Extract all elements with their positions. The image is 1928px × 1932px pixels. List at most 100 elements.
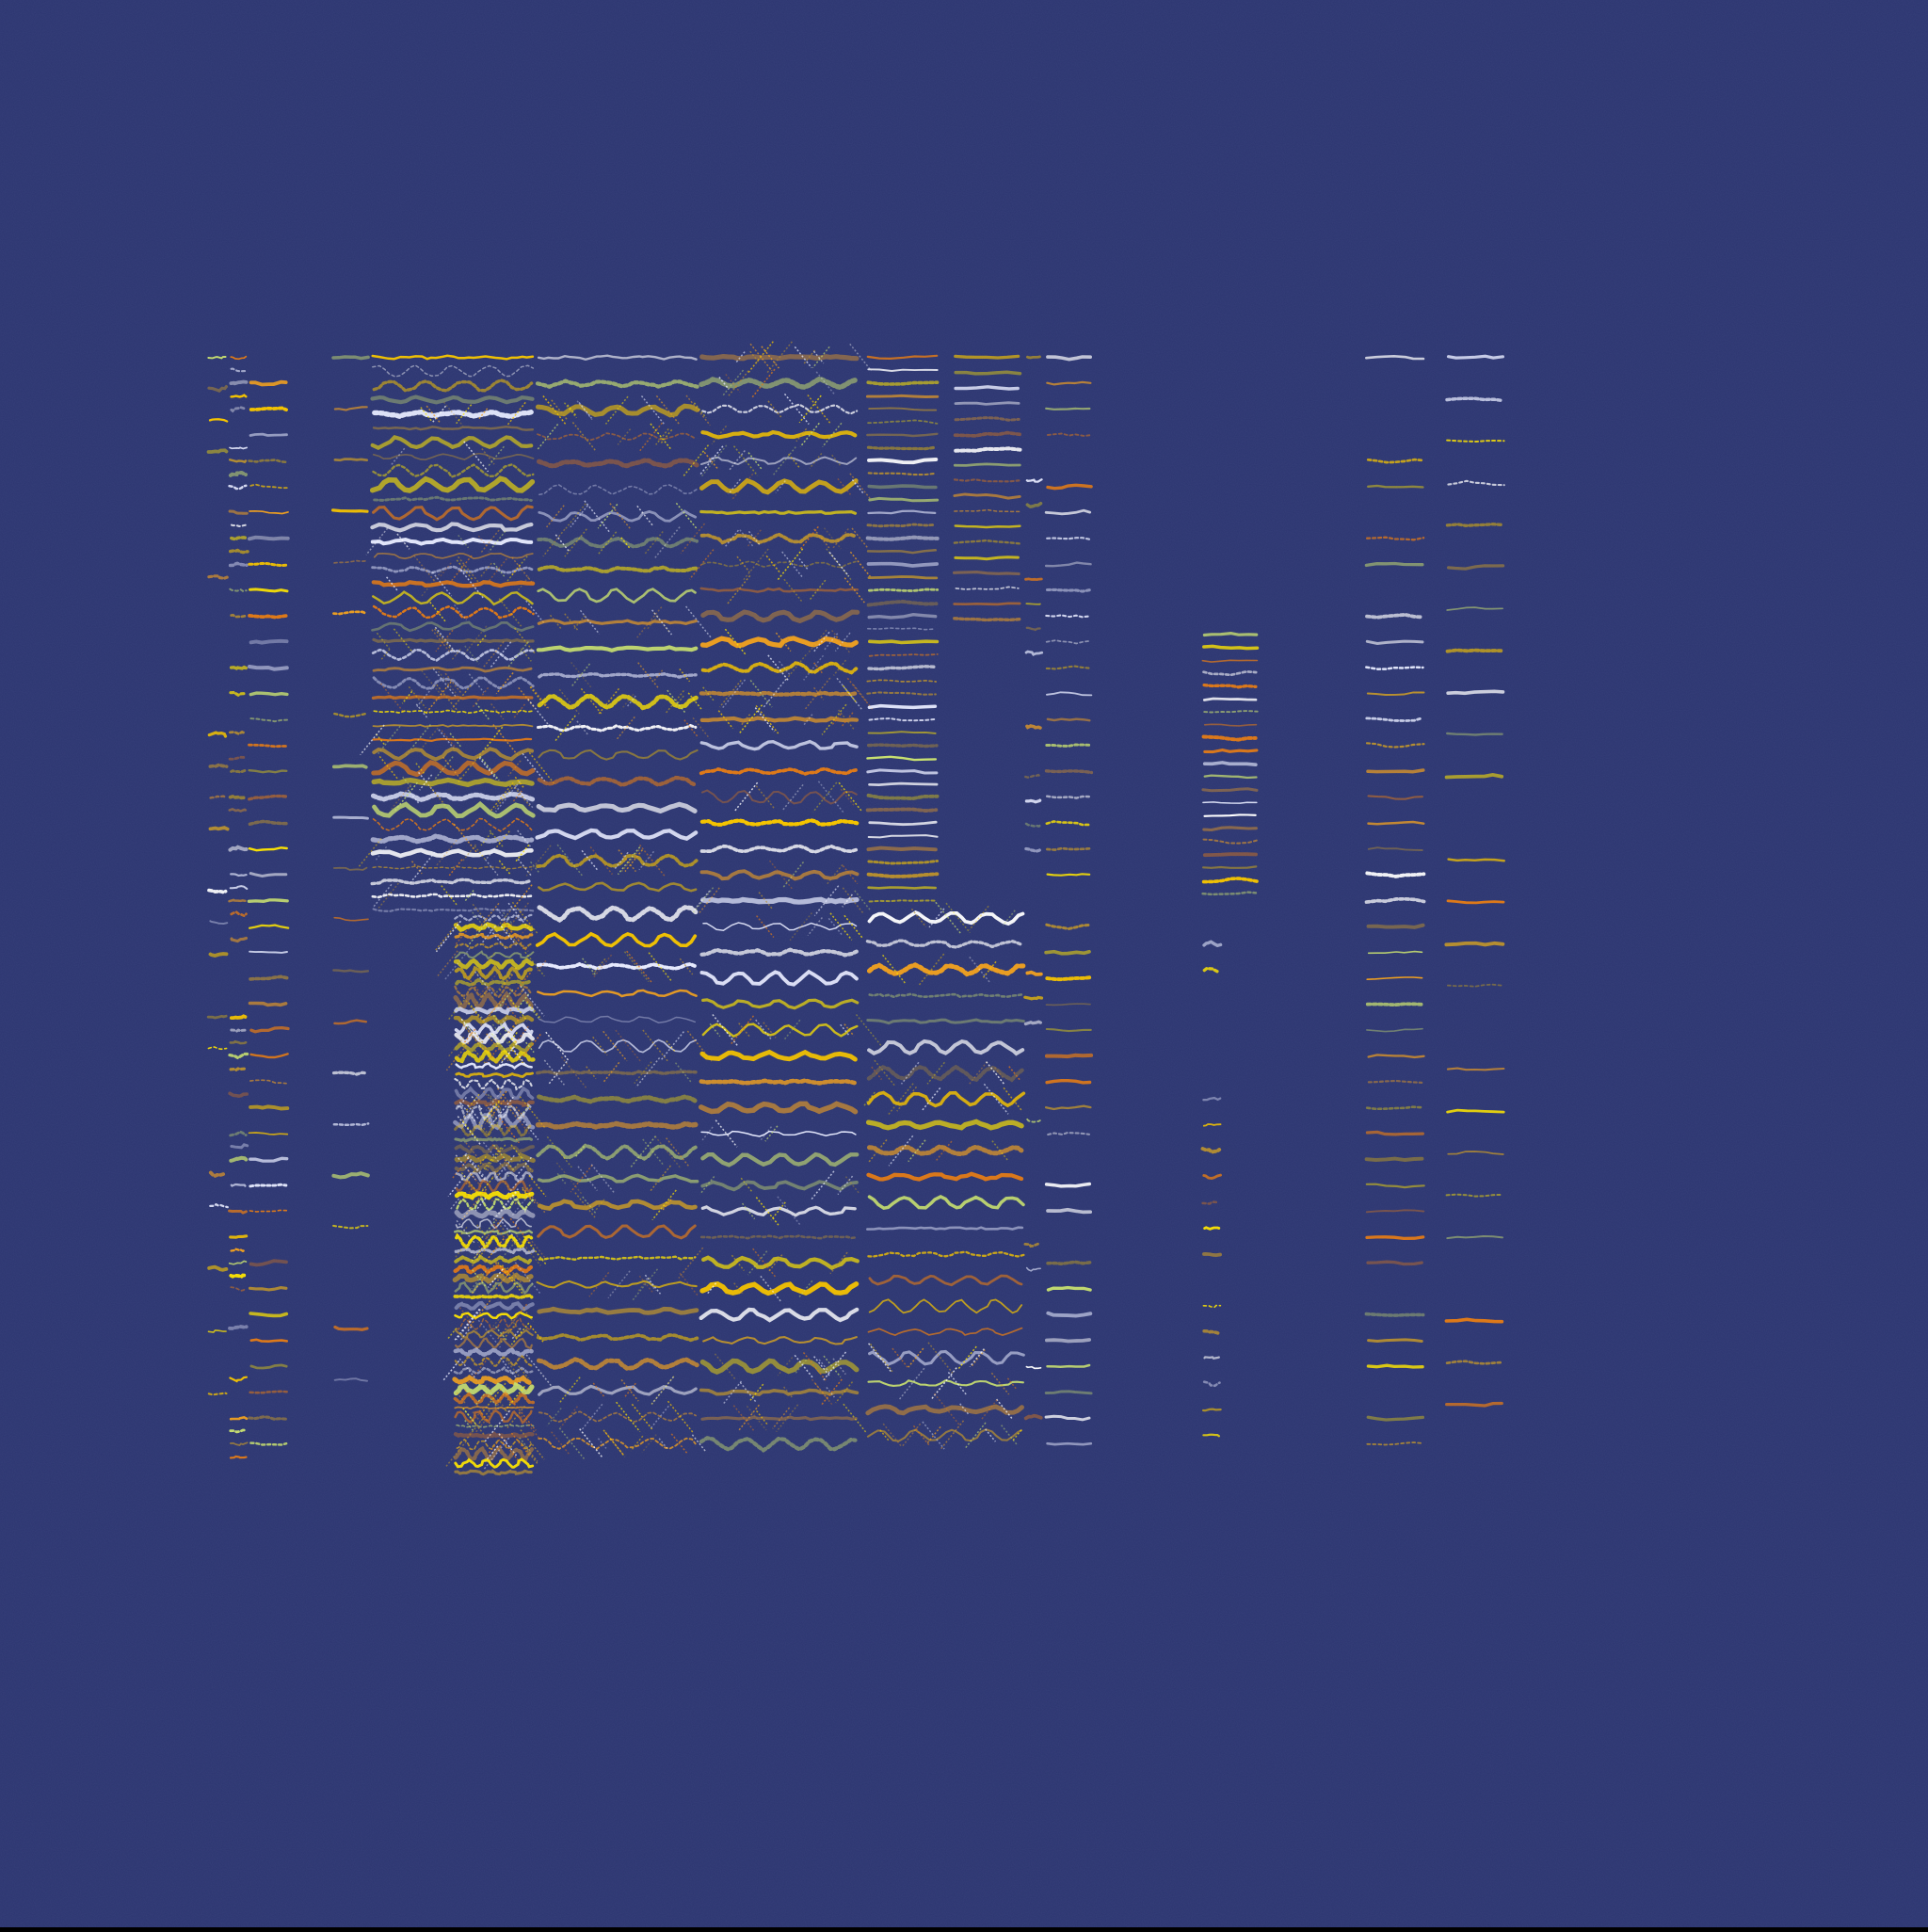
zigzag-stroke: [1203, 813, 1257, 817]
hatch-stroke: [574, 1192, 596, 1218]
zigzag-stroke: [1045, 1003, 1091, 1006]
zigzag-stroke: [229, 1455, 248, 1459]
zigzag-stroke: [249, 588, 289, 593]
zigzag-stroke: [230, 355, 248, 361]
zigzag-stroke: [229, 1416, 249, 1421]
zigzag-stroke: [228, 459, 248, 464]
zigzag-stroke: [454, 1328, 534, 1339]
hatch-stroke: [463, 1409, 490, 1443]
zigzag-stroke: [372, 637, 535, 644]
hatch-stroke: [832, 1358, 846, 1376]
zigzag-stroke: [453, 958, 535, 971]
zigzag-stroke: [249, 1156, 289, 1163]
zigzag-stroke: [1446, 1108, 1505, 1114]
zigzag-stroke: [1025, 1266, 1041, 1272]
hatch-stroke: [874, 1059, 896, 1087]
hatch-stroke: [863, 1091, 876, 1106]
zigzag-stroke: [866, 627, 937, 631]
hatch-stroke: [465, 924, 486, 949]
zigzag-stroke: [248, 1001, 288, 1007]
zigzag-stroke: [247, 535, 290, 541]
zigzag-stroke: [1044, 1414, 1091, 1422]
hatch-stroke: [701, 1126, 714, 1141]
hatch-stroke: [480, 1016, 502, 1042]
hatch-stroke: [490, 641, 512, 668]
hatch-stroke: [494, 783, 516, 810]
zigzag-stroke: [372, 426, 535, 431]
zigzag-stroke: [454, 1409, 533, 1425]
hatch-stroke: [435, 839, 458, 867]
hatch-stroke: [527, 698, 549, 725]
hatch-stroke: [685, 605, 713, 639]
zigzag-stroke: [1445, 523, 1505, 527]
zigzag-stroke: [370, 833, 535, 845]
zigzag-stroke: [953, 617, 1021, 622]
hatch-stroke: [500, 1050, 511, 1063]
hatch-stroke: [721, 369, 745, 397]
zigzag-stroke: [700, 609, 860, 624]
zigzag-stroke: [866, 523, 937, 528]
zigzag-stroke: [454, 1208, 536, 1220]
zigzag-stroke: [208, 418, 229, 423]
hatch-stroke: [457, 753, 482, 783]
hatch-stroke: [788, 453, 800, 469]
hatch-stroke: [506, 401, 526, 427]
zigzag-stroke: [249, 1183, 288, 1188]
hatch-stroke: [822, 1351, 847, 1381]
hatch-stroke: [843, 1403, 867, 1433]
hatch-stroke: [504, 1270, 517, 1286]
hatch-stroke: [502, 1393, 512, 1405]
hatch-stroke: [421, 669, 443, 697]
hatch-stroke: [519, 1096, 546, 1128]
hatch-stroke: [990, 1372, 1010, 1395]
zigzag-stroke: [454, 1123, 535, 1138]
zigzag-stroke: [1046, 380, 1092, 386]
hatch-stroke: [711, 425, 728, 444]
zigzag-stroke: [332, 969, 370, 974]
hatch-stroke: [634, 1061, 652, 1085]
zigzag-stroke: [699, 509, 858, 515]
hatch-stroke: [470, 1238, 490, 1263]
zigzag-stroke: [454, 1077, 533, 1091]
hatch-stroke: [809, 579, 827, 601]
hatch-stroke: [576, 400, 593, 421]
hatch-stroke: [474, 1198, 487, 1212]
zigzag-stroke: [954, 446, 1022, 453]
zigzag-stroke: [249, 483, 290, 490]
zigzag-stroke: [866, 549, 938, 555]
hatch-stroke: [922, 1087, 941, 1111]
hatch-stroke: [1003, 1087, 1022, 1111]
zigzag-stroke: [1446, 606, 1503, 611]
zigzag-stroke: [1202, 1329, 1221, 1336]
zigzag-stroke: [454, 1098, 535, 1107]
hatch-stroke: [655, 394, 681, 426]
zigzag-stroke: [249, 379, 288, 387]
zigzag-stroke: [700, 661, 859, 675]
zigzag-stroke: [228, 1052, 249, 1060]
hatch-stroke: [551, 1431, 570, 1456]
hatch-stroke: [783, 578, 803, 602]
zigzag-stroke: [1200, 1147, 1222, 1154]
hatch-stroke: [530, 861, 540, 874]
zigzag-stroke: [866, 354, 939, 361]
zigzag-stroke: [954, 401, 1020, 406]
hatch-stroke: [435, 920, 461, 953]
zigzag-stroke: [865, 394, 940, 398]
hatch-stroke: [537, 424, 559, 450]
hatch-stroke: [565, 503, 586, 530]
zigzag-stroke: [1201, 877, 1260, 884]
hatch-stroke: [625, 695, 636, 708]
zigzag-stroke: [331, 1171, 370, 1180]
hatch-stroke: [636, 606, 663, 638]
hatch-stroke: [396, 533, 410, 550]
zigzag-stroke: [1045, 923, 1092, 931]
zigzag-stroke: [370, 522, 534, 533]
hatch-stroke: [467, 1104, 479, 1119]
hatch-stroke: [842, 865, 859, 885]
zigzag-stroke: [371, 695, 534, 700]
hatch-stroke: [725, 374, 741, 393]
zigzag-stroke: [249, 1441, 288, 1446]
zigzag-stroke: [1023, 1413, 1043, 1421]
hatch-stroke: [901, 1423, 922, 1448]
zigzag-stroke: [372, 737, 533, 743]
